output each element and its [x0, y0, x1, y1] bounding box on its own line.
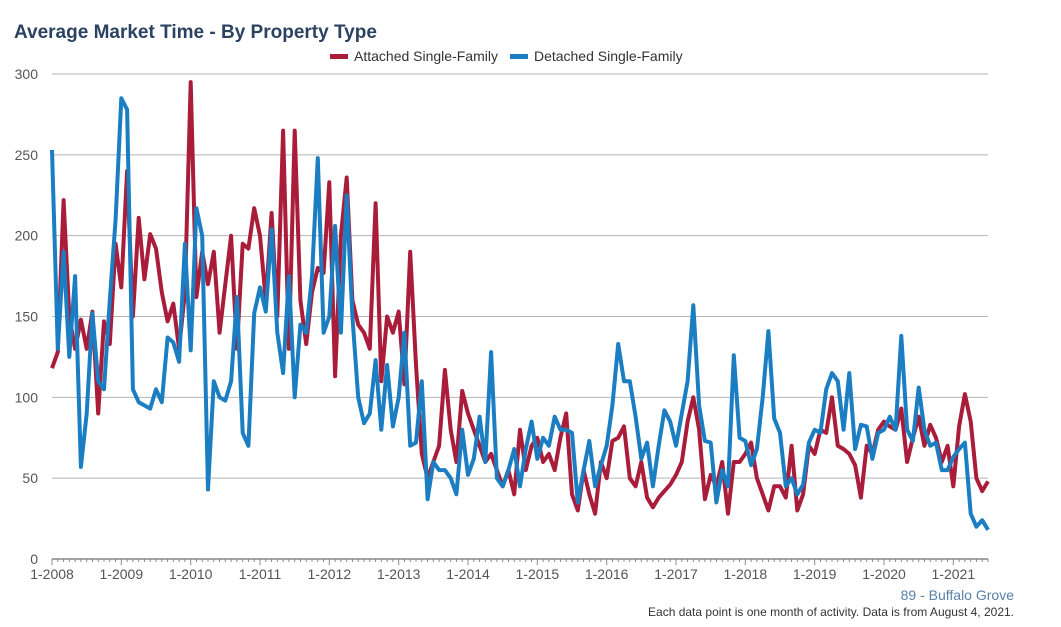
legend-swatch-attached: [330, 53, 348, 59]
x-tick-label: 1-2017: [654, 566, 698, 582]
x-tick-label: 1-2018: [724, 566, 768, 582]
y-tick-label: 200: [15, 228, 39, 244]
chart-title: Average Market Time - By Property Type: [14, 22, 377, 43]
x-tick-label: 1-2020: [862, 566, 906, 582]
y-tick-label: 250: [15, 147, 39, 163]
y-tick-label: 50: [22, 470, 38, 486]
area-label: 89 - Buffalo Grove: [900, 587, 1014, 603]
footnote: Each data point is one month of activity…: [648, 605, 1014, 619]
series-line-detached: [50, 96, 990, 531]
legend-label-attached: Attached Single-Family: [354, 48, 498, 64]
y-tick-label: 0: [30, 551, 38, 567]
x-tick-label: 1-2019: [793, 566, 837, 582]
x-tick-label: 1-2011: [239, 566, 282, 582]
y-tick-label: 100: [15, 389, 39, 405]
x-tick-label: 1-2016: [585, 566, 629, 582]
x-tick-label: 1-2014: [446, 566, 490, 582]
legend-label-detached: Detached Single-Family: [533, 48, 683, 64]
legend-swatch-detached: [509, 53, 528, 59]
series-line-attached: [50, 80, 990, 516]
x-tick-label: 1-2010: [169, 566, 213, 582]
x-tick-label: 1-2012: [308, 566, 352, 582]
legend-item-attached[interactable]: Attached Single-Family: [330, 48, 498, 64]
y-tick-label: 300: [15, 66, 39, 82]
x-tick-label: 1-2009: [100, 566, 144, 582]
x-tick-label: 1-2013: [377, 566, 421, 582]
x-tick-label: 1-2021: [932, 566, 976, 582]
x-tick-label: 1-2015: [516, 566, 560, 582]
legend: Attached Single-Family Detached Single-F…: [330, 48, 683, 64]
x-tick-label: 1-2008: [30, 566, 74, 582]
legend-item-detached[interactable]: Detached Single-Family: [509, 48, 683, 64]
y-tick-label: 150: [15, 309, 39, 325]
